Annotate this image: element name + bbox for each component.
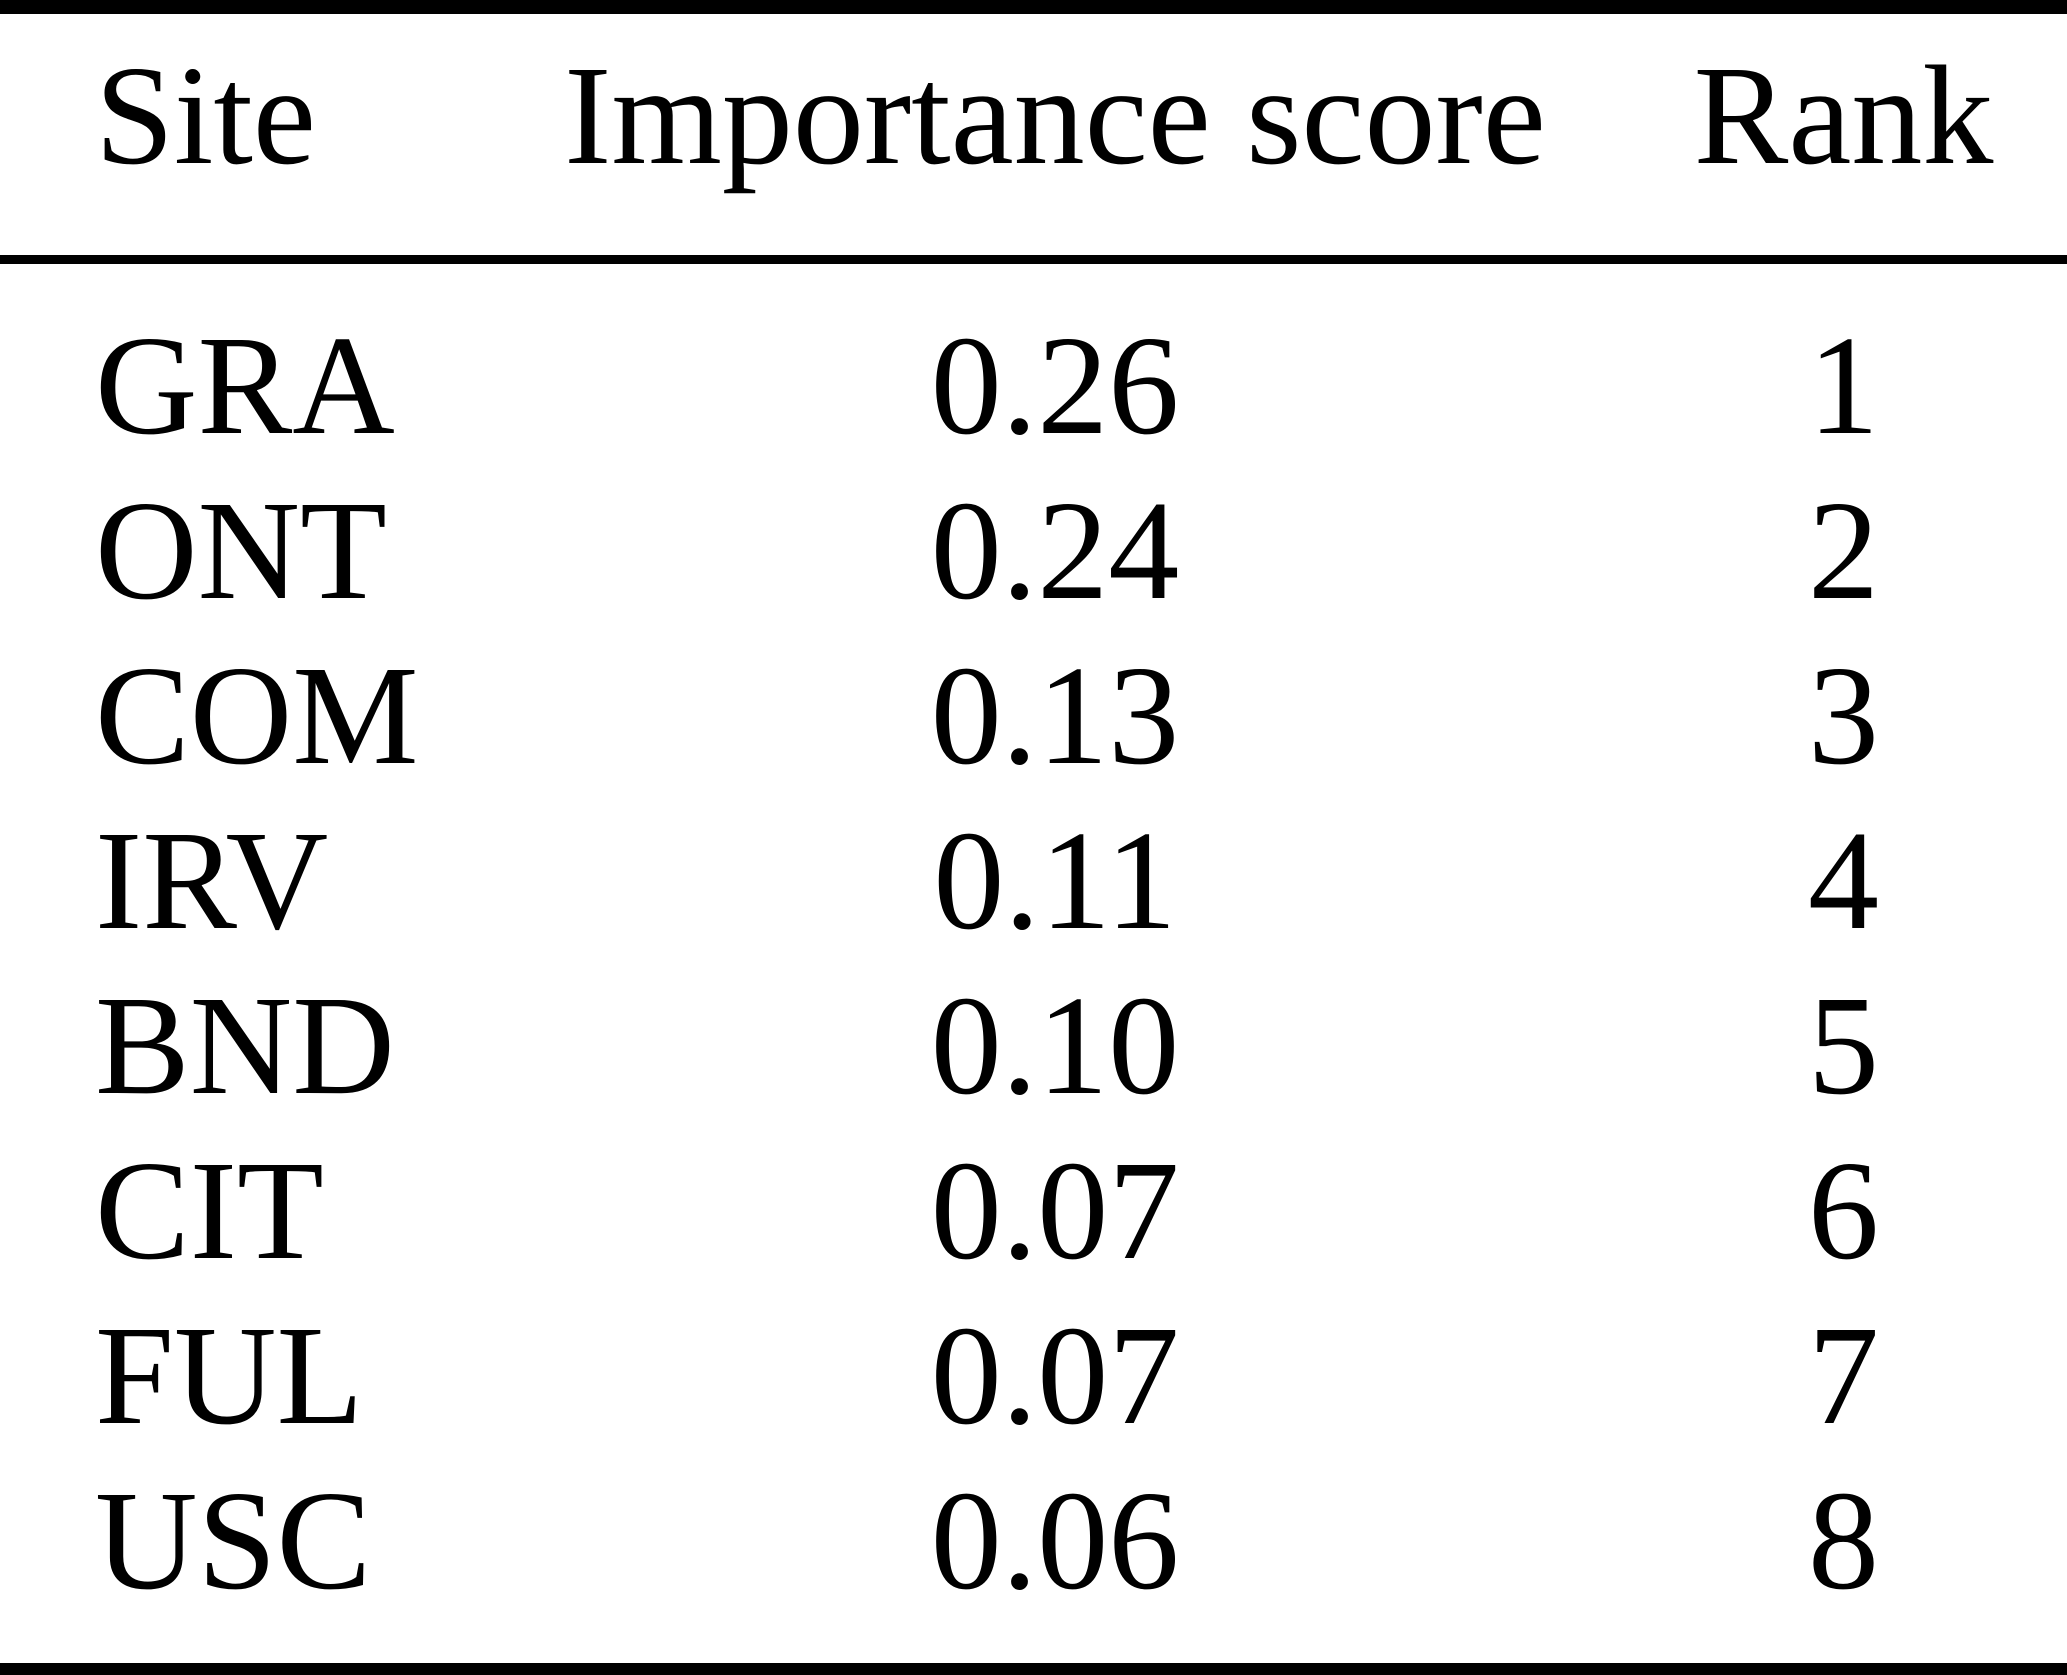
rank-cell: 4 <box>1808 800 1879 959</box>
score-cell: 0.13 <box>930 635 1180 794</box>
score-cell: 0.24 <box>930 470 1180 629</box>
table-row: ONT 0.24 2 <box>0 467 2067 632</box>
score-cell: 0.06 <box>930 1460 1180 1619</box>
table-row: CIT 0.07 6 <box>0 1127 2067 1292</box>
col-header-rank: Rank <box>1693 35 1994 194</box>
header-row: Site Importance score Rank <box>0 14 2067 255</box>
rank-cell: 1 <box>1808 305 1879 464</box>
score-cell: 0.07 <box>930 1295 1180 1454</box>
table-row: BND 0.10 5 <box>0 962 2067 1127</box>
score-cell: 0.11 <box>933 800 1177 959</box>
rank-cell: 7 <box>1808 1295 1879 1454</box>
table-row: GRA 0.26 1 <box>0 302 2067 467</box>
site-cell: COM <box>95 635 419 794</box>
table-body: GRA 0.26 1 ONT 0.24 2 COM 0.13 3 IRV 0.1… <box>0 264 2067 1622</box>
score-cell: 0.26 <box>930 305 1180 464</box>
site-cell: IRV <box>95 800 329 959</box>
table-row: FUL 0.07 7 <box>0 1292 2067 1457</box>
table-row: IRV 0.11 4 <box>0 797 2067 962</box>
site-cell: FUL <box>95 1295 364 1454</box>
rank-cell: 2 <box>1808 470 1879 629</box>
rank-cell: 8 <box>1808 1460 1879 1619</box>
site-cell: BND <box>95 965 395 1124</box>
col-header-site: Site <box>95 35 316 194</box>
rank-cell: 5 <box>1808 965 1879 1124</box>
rank-cell: 3 <box>1808 635 1879 794</box>
site-cell: ONT <box>95 470 387 629</box>
table-row: COM 0.13 3 <box>0 632 2067 797</box>
site-cell: CIT <box>95 1130 324 1289</box>
site-cell: GRA <box>95 305 395 464</box>
header-separator-rule <box>0 255 2067 264</box>
score-cell: 0.07 <box>930 1130 1180 1289</box>
bottom-rule <box>0 1663 2067 1675</box>
col-header-importance-score: Importance score <box>564 35 1546 194</box>
score-cell: 0.10 <box>930 965 1180 1124</box>
rank-cell: 6 <box>1808 1130 1879 1289</box>
top-rule <box>0 0 2067 14</box>
table-row: USC 0.06 8 <box>0 1457 2067 1622</box>
site-cell: USC <box>95 1460 372 1619</box>
